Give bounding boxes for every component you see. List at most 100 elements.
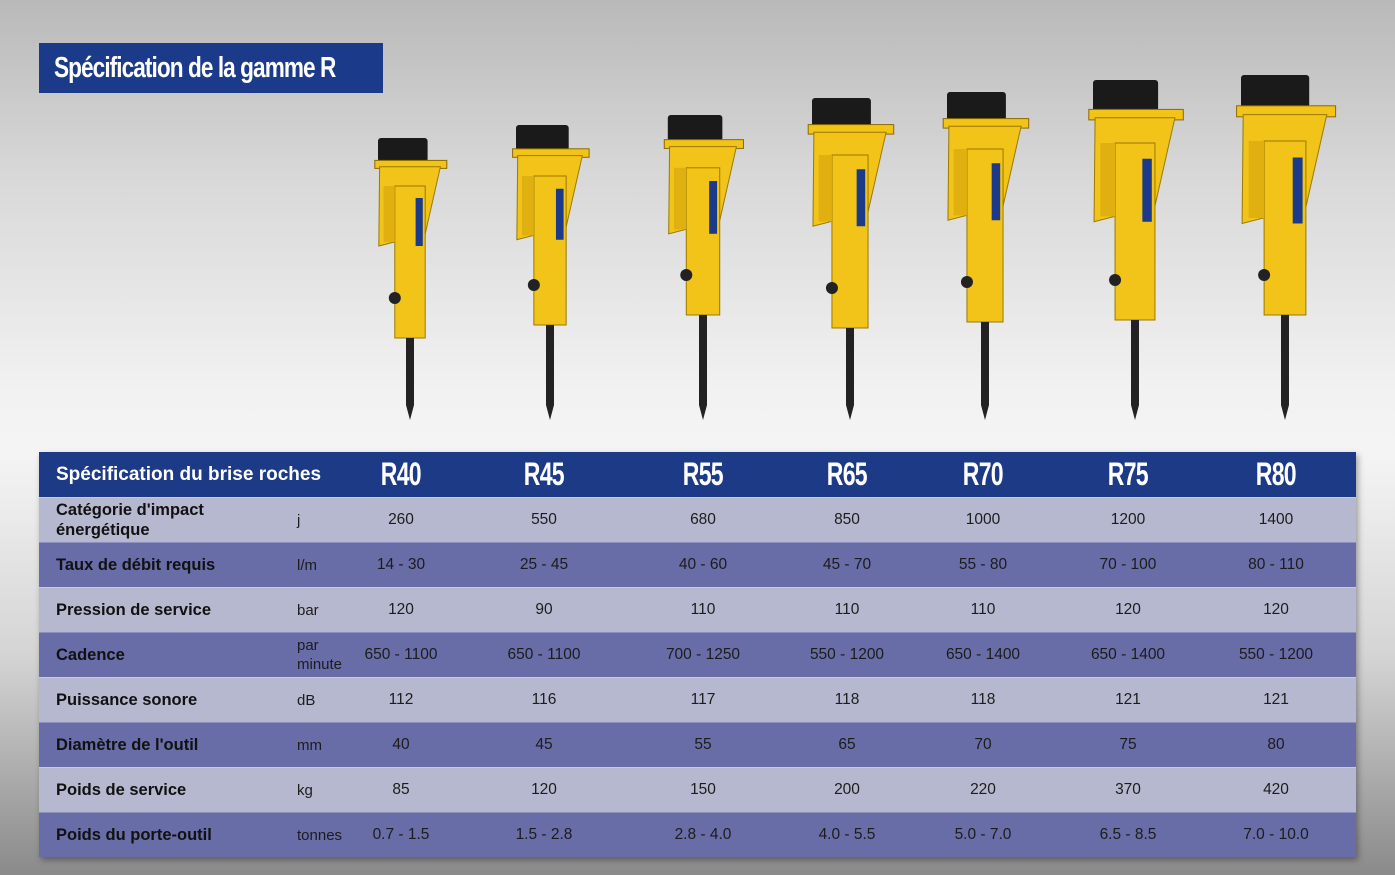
row-label: Poids du porte-outil [56, 826, 212, 844]
table-row: Catégorie d'impact énergétique j 260 550 680… [39, 497, 1356, 542]
value-cell: 110 [970, 601, 996, 618]
row-label: Puissance sonore [56, 691, 198, 709]
value-cell: 550 - 1200 [809, 646, 885, 663]
hammer-r65-image [807, 98, 895, 420]
value-cell: 7.0 - 10.0 [1243, 826, 1309, 843]
row-unit: bar [297, 601, 319, 619]
model-name: R80 [1255, 456, 1297, 492]
value-cell: 65 [838, 736, 856, 753]
row-label: Catégorie d'impact énergétique [56, 501, 204, 539]
value-cell: 118 [970, 691, 996, 708]
value-cell: 118 [834, 691, 860, 708]
value-cell: 1400 [1258, 511, 1294, 528]
model-header-r80: R80 [1201, 452, 1351, 497]
value-cell: 110 [690, 601, 716, 618]
value-cell: 55 [694, 736, 712, 753]
table-row: Poids du porte-outil tonnes 0.7 - 1.5 1.5 -… [39, 812, 1356, 857]
row-unit: par minute [297, 637, 343, 673]
page-title: Spécification de la gamme R [39, 43, 383, 93]
value-cell: 90 [535, 601, 553, 618]
row-label: Taux de débit requis [56, 556, 216, 574]
row-label: Pression de service [56, 601, 212, 619]
value-cell: 5.0 - 7.0 [954, 826, 1012, 843]
model-name: R70 [962, 456, 1004, 492]
value-cell: 75 [1119, 736, 1137, 753]
value-cell: 680 [690, 511, 716, 528]
row-unit: j [297, 511, 301, 529]
model-header-r45: R45 [469, 452, 619, 497]
model-name: R65 [826, 456, 868, 492]
value-cell: 121 [1115, 691, 1141, 708]
hammer-r40-image [374, 138, 448, 420]
value-cell: 14 - 30 [376, 556, 426, 573]
value-cell: 110 [834, 601, 860, 618]
value-cell: 1000 [965, 511, 1001, 528]
table-row: Diamètre de l'outil mm 40 45 55 65 70 75 80 [39, 722, 1356, 767]
row-unit: mm [297, 736, 322, 754]
value-cell: 40 [392, 736, 410, 753]
hammer-illustrations [374, 75, 1337, 420]
row-label: Cadence [56, 646, 125, 664]
value-cell: 121 [1263, 691, 1289, 708]
model-header-r55: R55 [628, 452, 778, 497]
table-row: Cadence par minute 650 - 1100 650 - 1100 700… [39, 632, 1356, 677]
hammer-r55-image [663, 115, 744, 420]
value-cell: 120 [388, 601, 414, 618]
value-cell: 25 - 45 [519, 556, 569, 573]
value-cell: 650 - 1100 [507, 646, 581, 663]
model-header-r75: R75 [1053, 452, 1203, 497]
value-cell: 45 - 70 [822, 556, 872, 573]
value-cell: 220 [970, 781, 996, 798]
row-unit: tonnes [297, 826, 343, 844]
value-cell: 850 [834, 511, 860, 528]
value-cell: 4.0 - 5.5 [818, 826, 876, 843]
value-cell: 420 [1263, 781, 1289, 798]
value-cell: 45 [535, 736, 553, 753]
value-cell: 85 [392, 781, 410, 798]
model-header-r70: R70 [908, 452, 1058, 497]
value-cell: 200 [834, 781, 860, 798]
hammer-r70-image [942, 92, 1030, 420]
model-name: R55 [682, 456, 724, 492]
value-cell: 650 - 1400 [1090, 646, 1166, 663]
value-cell: 70 [974, 736, 992, 753]
row-unit: kg [297, 781, 313, 799]
page-title-text: Spécification de la gamme R [54, 52, 336, 84]
table-header-row: Spécification du brise roches R40 R45 R55 R… [39, 452, 1356, 497]
value-cell: 550 [531, 511, 557, 528]
value-cell: 1200 [1110, 511, 1146, 528]
hammer-r45-image [512, 125, 590, 420]
value-cell: 150 [690, 781, 716, 798]
table-row: Pression de service bar 120 90 110 110 110 120 1… [39, 587, 1356, 632]
model-header-r40: R40 [326, 452, 476, 497]
value-cell: 55 - 80 [958, 556, 1008, 573]
value-cell: 550 - 1200 [1238, 646, 1314, 663]
value-cell: 117 [690, 691, 716, 708]
value-cell: 80 [1267, 736, 1285, 753]
value-cell: 116 [531, 691, 557, 708]
value-cell: 6.5 - 8.5 [1099, 826, 1157, 843]
model-name: R75 [1107, 456, 1149, 492]
value-cell: 2.8 - 4.0 [674, 826, 732, 843]
row-unit: l/m [297, 556, 317, 574]
value-cell: 260 [388, 511, 414, 528]
row-label: Diamètre de l'outil [56, 736, 199, 754]
row-unit: dB [297, 691, 316, 709]
table-row: Taux de débit requis l/m 14 - 30 25 - 45 40 … [39, 542, 1356, 587]
row-label: Poids de service [56, 781, 187, 799]
value-cell: 80 - 110 [1248, 556, 1304, 573]
value-cell: 112 [388, 691, 414, 708]
value-cell: 370 [1115, 781, 1141, 798]
hammer-r80-image [1236, 75, 1337, 420]
value-cell: 40 - 60 [678, 556, 728, 573]
value-cell: 650 - 1100 [364, 646, 438, 663]
value-cell: 700 - 1250 [665, 646, 741, 663]
table-row: Poids de service kg 85 120 150 200 220 370 420 [39, 767, 1356, 812]
model-name: R45 [523, 456, 565, 492]
value-cell: 650 - 1400 [945, 646, 1021, 663]
value-cell: 1.5 - 2.8 [515, 826, 573, 843]
hammer-r75-image [1088, 80, 1184, 420]
value-cell: 120 [531, 781, 557, 798]
model-name: R40 [380, 456, 422, 492]
model-header-r65: R65 [772, 452, 922, 497]
